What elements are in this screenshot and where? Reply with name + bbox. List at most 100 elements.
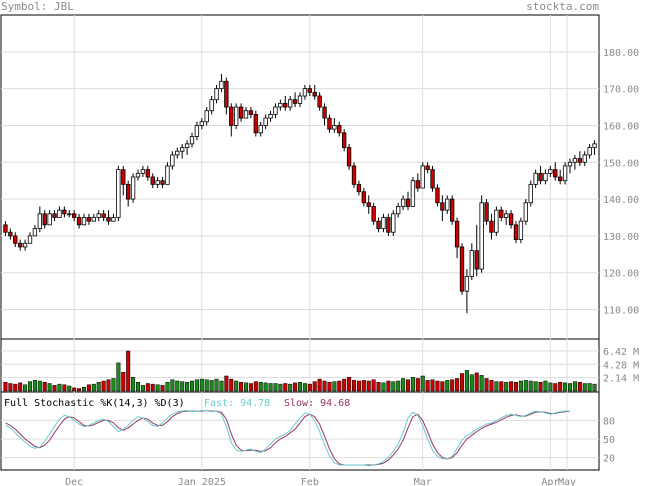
candle-body xyxy=(130,176,136,200)
candle-body xyxy=(204,110,209,123)
price-tick-label: 130.00 xyxy=(603,232,639,243)
volume-bar xyxy=(484,378,489,392)
volume-bar xyxy=(587,383,592,392)
x-tick-label: Jan 2025 xyxy=(178,477,226,486)
candle-body xyxy=(405,198,411,207)
candle-body xyxy=(518,220,524,240)
candle-body xyxy=(523,202,528,222)
volume-bar xyxy=(302,383,307,392)
x-tick-label: Dec xyxy=(65,477,83,486)
stochastic-slow-line xyxy=(5,409,571,466)
candle-body xyxy=(504,213,509,218)
candle-body xyxy=(135,172,141,178)
candle-body xyxy=(538,172,543,182)
stochastic-fast-readout: Fast: 94.78 xyxy=(204,398,270,409)
volume-bar xyxy=(479,375,484,392)
volume-bar xyxy=(509,381,514,392)
volume-bar xyxy=(450,379,455,392)
candle-body xyxy=(214,88,219,101)
volume-bar xyxy=(219,380,224,392)
brand-label[interactable]: stockta.com xyxy=(526,0,599,13)
volume-bars-group xyxy=(3,350,597,392)
volume-bar xyxy=(381,382,386,392)
candle-body xyxy=(499,209,504,218)
x-tick-label: Apr xyxy=(541,477,559,486)
price-tick-label: 160.00 xyxy=(603,121,639,132)
volume-bar xyxy=(553,383,558,392)
candle-body xyxy=(327,117,332,130)
candle-body xyxy=(410,180,416,207)
candle-body xyxy=(469,250,474,277)
candle-body xyxy=(582,154,587,163)
stochastic-lines-group xyxy=(5,409,571,467)
volume-bar xyxy=(396,380,401,392)
candle-body xyxy=(62,209,67,215)
volume-bar xyxy=(37,380,42,392)
candle-body xyxy=(81,217,87,226)
grid-lines xyxy=(1,15,599,470)
price-tick-label: 120.00 xyxy=(603,269,639,280)
volume-bar xyxy=(410,377,415,392)
volume-bar xyxy=(528,380,533,392)
volume-bar xyxy=(3,382,8,392)
volume-bar xyxy=(307,383,312,392)
candle-body xyxy=(175,150,180,156)
candle-body xyxy=(288,99,293,108)
volume-bar xyxy=(572,381,577,392)
candle-body xyxy=(189,136,195,145)
volume-bar xyxy=(239,382,244,392)
volume-bar xyxy=(145,383,150,392)
candle-body xyxy=(145,169,150,178)
candle-body xyxy=(577,158,582,163)
volume-bar xyxy=(243,382,249,392)
candle-body xyxy=(381,217,386,229)
volume-bar xyxy=(327,382,332,392)
candle-body xyxy=(67,213,72,216)
candle-body xyxy=(106,217,111,222)
candle-body xyxy=(322,106,327,119)
volume-bar xyxy=(268,383,273,392)
candle-body xyxy=(170,154,175,167)
candle-body xyxy=(72,213,77,218)
candle-body xyxy=(459,246,465,292)
volume-bar xyxy=(464,370,469,392)
candle-body xyxy=(76,217,82,226)
volume-bar xyxy=(27,381,33,392)
volume-bar xyxy=(538,382,543,392)
candle-body xyxy=(400,198,406,207)
volume-bar xyxy=(445,380,450,392)
volume-bar xyxy=(248,383,253,392)
volume-bar xyxy=(116,362,121,392)
candle-body xyxy=(450,198,455,222)
candle-body xyxy=(263,117,268,126)
volume-bar xyxy=(499,381,504,392)
stochastic-fast-line xyxy=(5,409,570,467)
volume-bar xyxy=(204,379,209,392)
volume-bar xyxy=(57,383,62,392)
volume-bar xyxy=(523,380,528,392)
candle-body xyxy=(587,147,592,156)
volume-bar xyxy=(234,380,239,392)
volume-bar xyxy=(342,378,347,392)
candle-body xyxy=(194,125,200,137)
candle-body xyxy=(111,217,116,222)
volume-bar xyxy=(504,382,509,392)
candle-body xyxy=(47,213,52,226)
price-tick-label: 140.00 xyxy=(603,195,639,206)
volume-bar xyxy=(317,378,322,392)
volume-bar xyxy=(563,382,568,392)
volume-bar xyxy=(288,383,293,392)
candle-body xyxy=(209,99,214,112)
volume-bar xyxy=(376,382,381,392)
volume-bar xyxy=(513,382,519,392)
volume-bar xyxy=(224,375,229,392)
candle-body xyxy=(8,231,13,237)
candle-body xyxy=(224,80,229,108)
volume-bar xyxy=(273,383,278,392)
volume-bar xyxy=(548,382,553,392)
candle-body xyxy=(253,114,258,134)
volume-bar xyxy=(160,385,165,392)
volume-bar xyxy=(293,382,298,392)
candle-body xyxy=(229,106,234,126)
volume-bar xyxy=(189,380,195,392)
